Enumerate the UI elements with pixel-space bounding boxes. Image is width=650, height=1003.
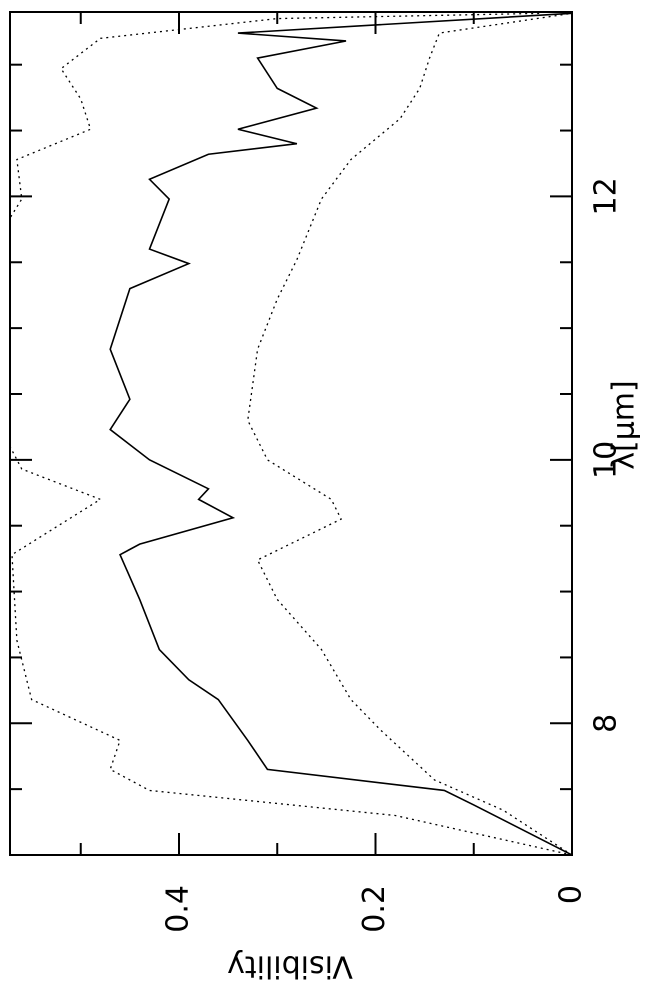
x-tick-label: 12 [589,177,624,215]
y-tick-label: 0.2 [357,885,392,933]
y-axis-label: Visibility [227,949,353,984]
data-line [109,12,572,855]
x-axis-label: λ[μm] [607,380,642,469]
data-line [10,12,572,855]
x-tick-label: 10 [589,441,624,479]
plot-frame [9,11,573,856]
y-tick-label: 0.4 [160,885,195,933]
x-tick-label: 8 [589,714,624,733]
data-line [247,12,572,855]
y-tick-label: 0 [554,885,589,904]
plot-area [10,12,572,855]
